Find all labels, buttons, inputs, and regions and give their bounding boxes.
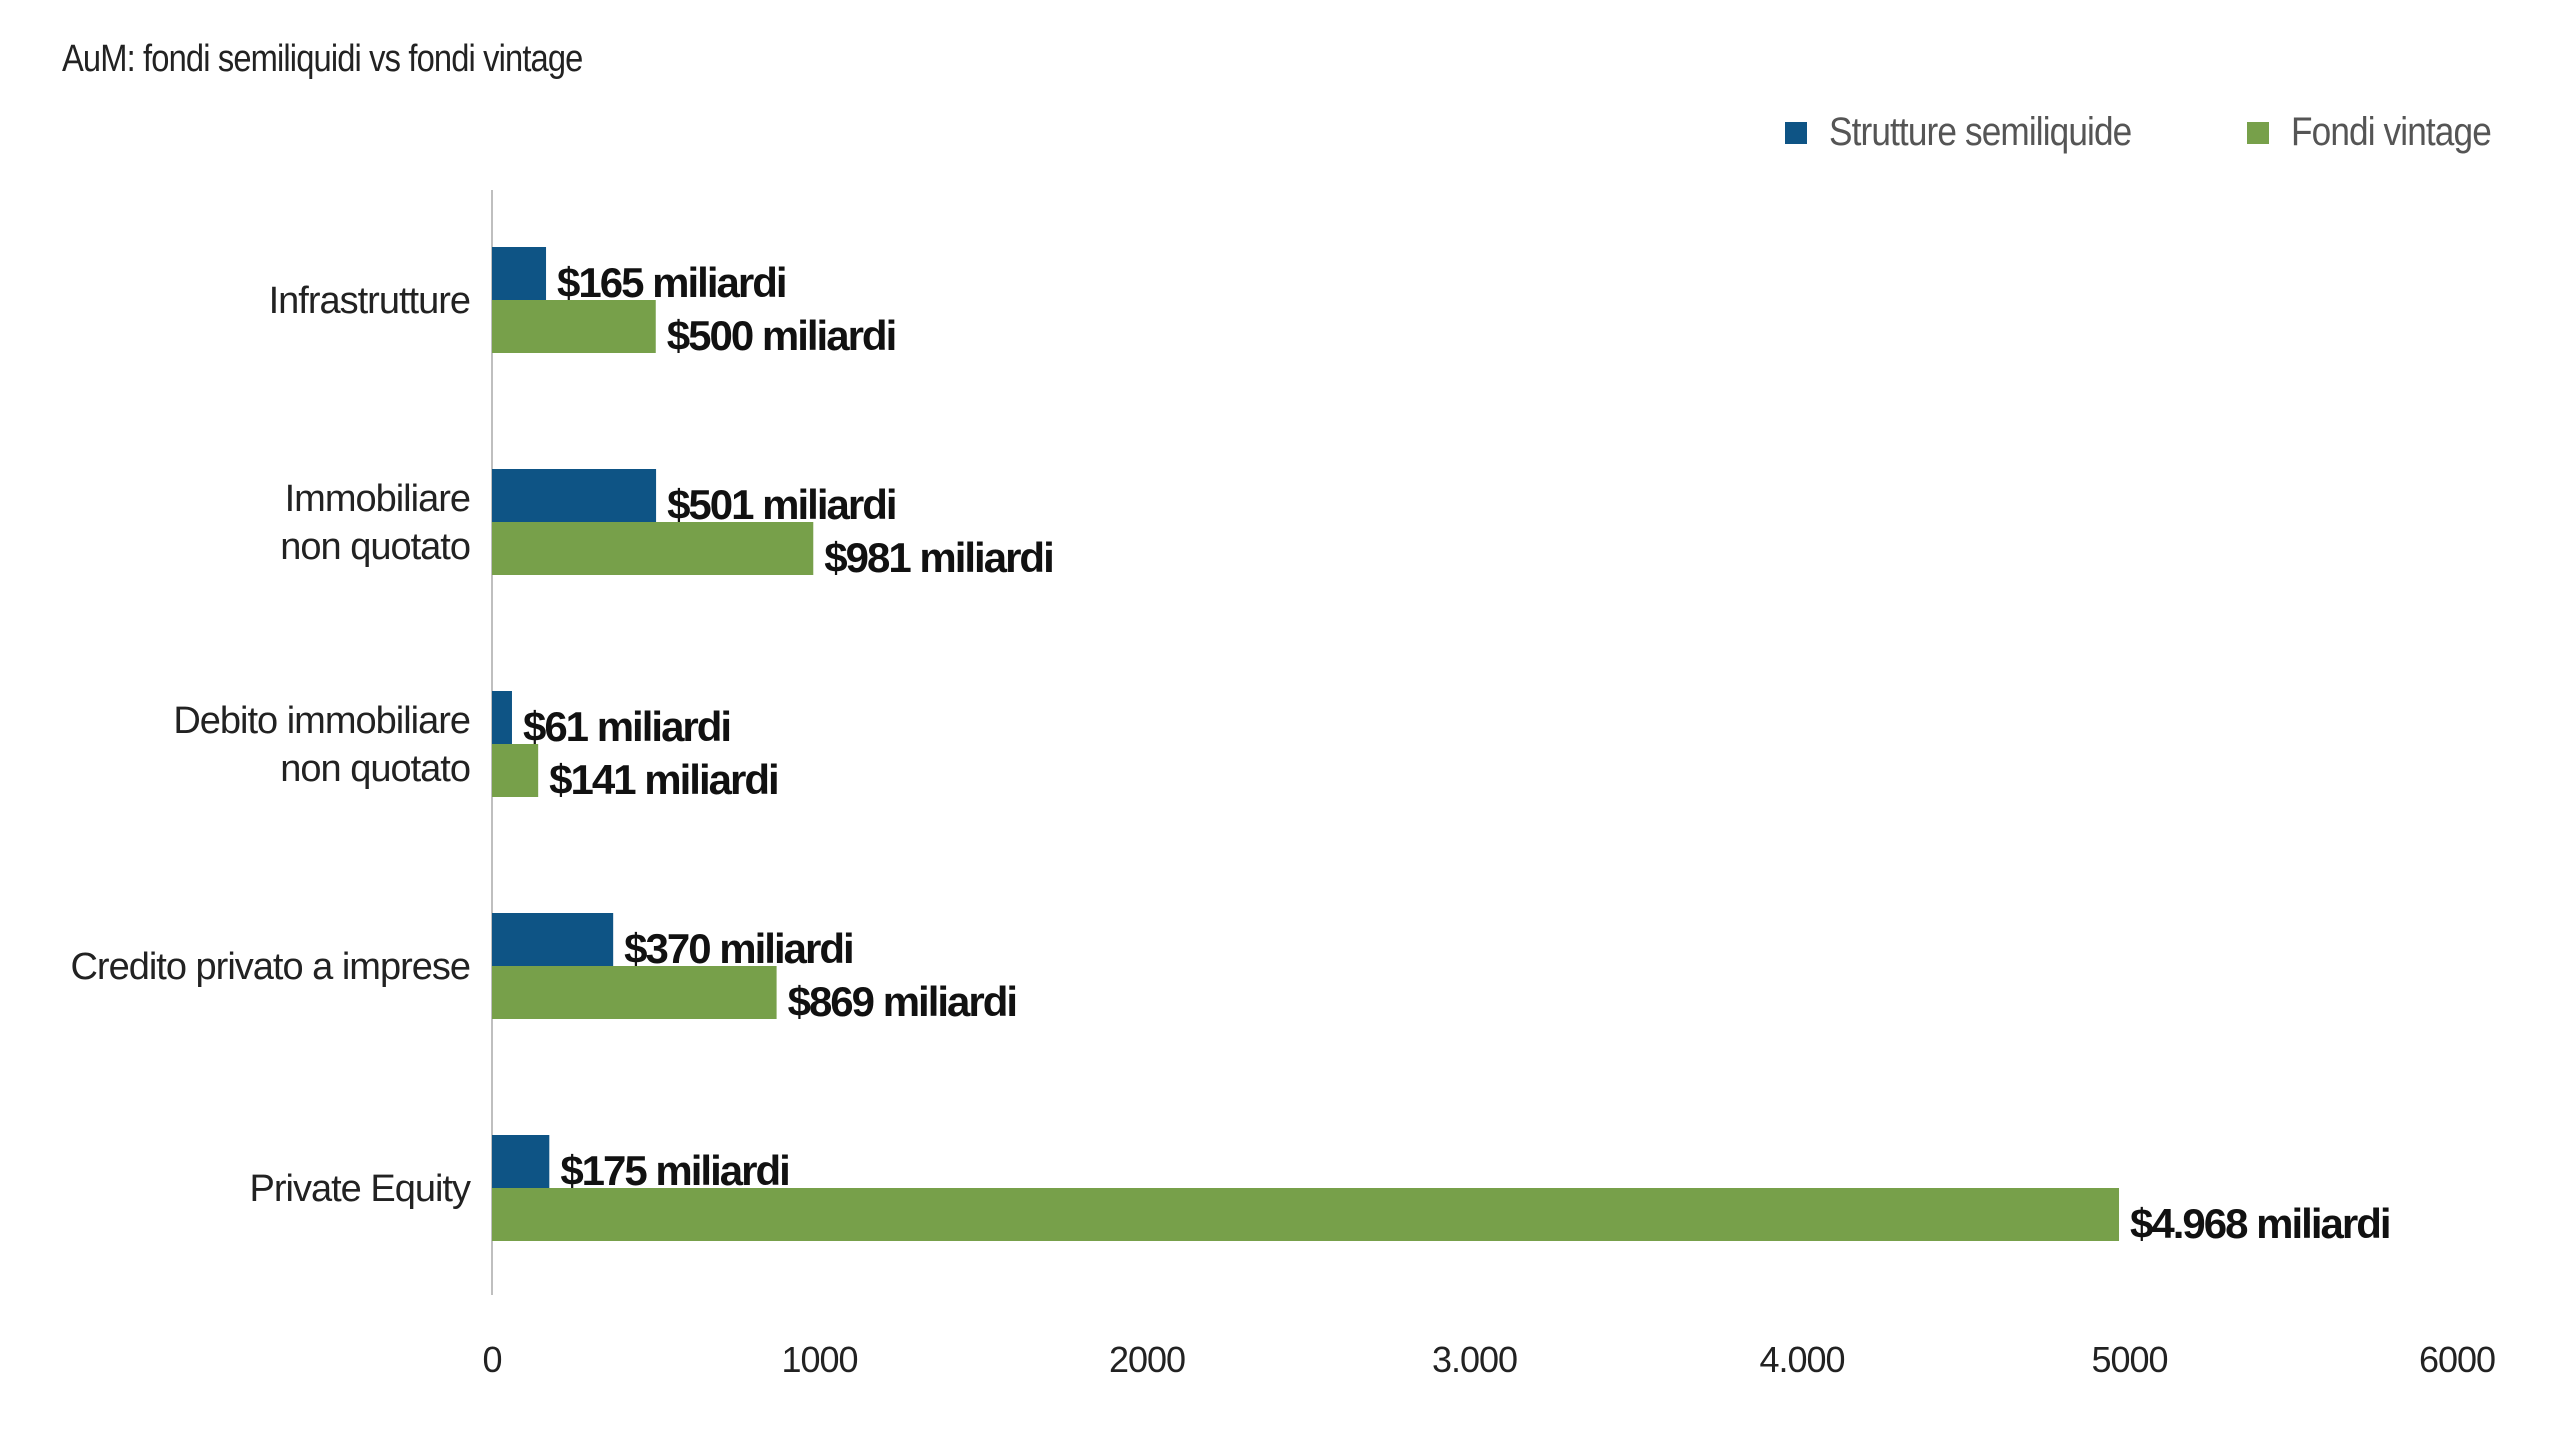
legend-label-vintage: Fondi vintage (2290, 110, 2492, 154)
data-label: $175 miliardi (560, 1147, 788, 1194)
data-label: $165 miliardi (557, 259, 785, 306)
category-label: Debito immobiliare (173, 700, 470, 742)
data-label: $4.968 miliardi (2130, 1200, 2390, 1247)
category-label: non quotato (280, 526, 470, 568)
chart-title: AuM: fondi semiliquidi vs fondi vintage (62, 38, 583, 80)
category-label: Immobiliare (285, 478, 470, 520)
bar-semiliquid (492, 1135, 550, 1188)
bar-semiliquid (492, 913, 614, 966)
data-label: $501 miliardi (667, 481, 895, 528)
x-tick-label: 6000 (2419, 1339, 2495, 1380)
bar-vintage (492, 300, 656, 353)
bar-vintage (492, 966, 777, 1019)
legend-item-vintage: Fondi vintage (2246, 110, 2518, 155)
data-label: $141 miliardi (549, 756, 777, 803)
legend-swatch-semiliquid (1785, 121, 1808, 144)
x-tick-label: 0 (482, 1339, 501, 1380)
bar-semiliquid (492, 247, 547, 300)
x-tick-label: 1000 (781, 1339, 857, 1380)
data-label: $370 miliardi (624, 925, 852, 972)
data-label: $981 miliardi (824, 534, 1052, 581)
bar-semiliquid (492, 691, 512, 744)
category-label: Credito privato a imprese (70, 946, 470, 988)
bar-vintage (492, 1188, 2120, 1241)
data-label: $869 miliardi (788, 978, 1016, 1025)
x-tick-label: 3.000 (1432, 1339, 1517, 1380)
category-label: Private Equity (250, 1168, 471, 1210)
legend-label-semiliquid: Strutture semiliquide (1829, 110, 2132, 154)
category-label: Infrastrutture (269, 280, 470, 322)
x-tick-label: 4.000 (1759, 1339, 1844, 1380)
bar-semiliquid (492, 469, 657, 522)
data-label: $61 miliardi (523, 703, 730, 750)
x-tick-label: 5000 (2091, 1339, 2167, 1380)
bar-vintage (492, 744, 539, 797)
bar-vintage (492, 522, 814, 575)
legend-swatch-vintage (2246, 121, 2269, 144)
category-label: non quotato (280, 748, 470, 790)
x-tick-label: 2000 (1109, 1339, 1185, 1380)
legend: Strutture semiliquide Fondi vintage (1785, 110, 2518, 155)
legend-item-semiliquid: Strutture semiliquide (1785, 110, 2173, 155)
data-label: $500 miliardi (667, 312, 895, 359)
